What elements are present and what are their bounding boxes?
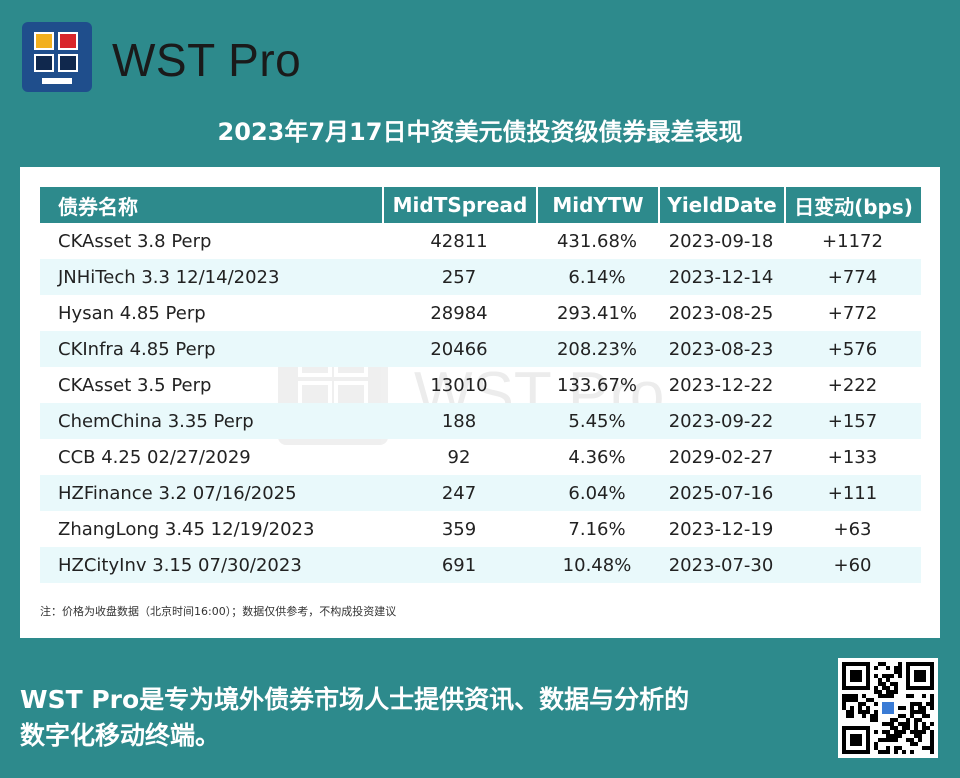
yielddate-cell: 2023-08-23 — [658, 331, 784, 367]
yielddate-cell: 2029-02-27 — [668, 446, 774, 468]
daily-change-cell: +63 — [833, 518, 872, 540]
midytw-cell: 4.36% — [568, 446, 626, 468]
bond-name-cell: HZFinance 3.2 07/16/2025 — [40, 475, 382, 511]
yielddate-cell: 2023-08-25 — [668, 302, 774, 324]
midtspread-cell: 13010 — [430, 374, 488, 396]
bond-name-cell: HZCityInv 3.15 07/30/2023 — [40, 547, 382, 583]
yielddate-cell: 2023-09-22 — [658, 403, 784, 439]
bond-name-cell: ZhangLong 3.45 12/19/2023 — [58, 518, 315, 540]
yielddate-cell: 2023-12-19 — [668, 518, 774, 540]
col-header-daily-change: 日变动(bps) — [784, 187, 921, 223]
table-header-row: 债券名称 MidTSpread MidYTW YieldDate 日变动(bps… — [40, 187, 921, 223]
daily-change-cell: +1172 — [822, 230, 883, 252]
bond-name-cell: Hysan 4.85 Perp — [58, 302, 206, 324]
qr-code-icon — [838, 658, 938, 758]
midtspread-cell: 188 — [382, 403, 536, 439]
col-header-yielddate: YieldDate — [658, 187, 784, 223]
daily-change-cell: +222 — [827, 374, 878, 396]
daily-change-cell: +111 — [784, 475, 921, 511]
midtspread-cell: 691 — [382, 547, 536, 583]
footnote: 注：价格为收盘数据（北京时间16:00）；数据仅供参考，不构成投资建议 — [40, 605, 397, 618]
brand-name: WST Pro — [112, 34, 302, 86]
midytw-cell: 5.45% — [536, 403, 658, 439]
midytw-cell: 293.41% — [556, 302, 638, 324]
bond-name-cell: CCB 4.25 02/27/2029 — [58, 446, 251, 468]
bond-name-cell: CKInfra 4.85 Perp — [40, 331, 382, 367]
midytw-cell: 7.16% — [568, 518, 626, 540]
table-row: CKAsset 3.8 Perp 42811 431.68% 2023-09-18 +1… — [40, 223, 921, 259]
table-row: ZhangLong 3.45 12/19/2023 359 7.16% 2023-12… — [40, 511, 921, 547]
yielddate-cell: 2023-12-22 — [668, 374, 774, 396]
table-row: CKAsset 3.5 Perp 13010 133.67% 2023-12-22 +2… — [40, 367, 921, 403]
bond-name-cell: JNHiTech 3.3 12/14/2023 — [40, 259, 382, 295]
midtspread-cell: 92 — [447, 446, 471, 468]
daily-change-cell: +133 — [827, 446, 878, 468]
daily-change-cell: +772 — [827, 302, 878, 324]
midtspread-cell: 257 — [382, 259, 536, 295]
midytw-cell: 6.04% — [536, 475, 658, 511]
midytw-cell: 6.14% — [536, 259, 658, 295]
yielddate-cell: 2023-12-14 — [658, 259, 784, 295]
midtspread-cell: 359 — [441, 518, 477, 540]
midytw-cell: 133.67% — [556, 374, 638, 396]
footer-line-1: WST Pro是专为境外债券市场人士提供资讯、数据与分析的 — [20, 685, 690, 714]
daily-change-cell: +576 — [784, 331, 921, 367]
col-header-midtspread: MidTSpread — [382, 187, 536, 223]
daily-change-cell: +774 — [784, 259, 921, 295]
daily-change-cell: +157 — [784, 403, 921, 439]
midytw-cell: 431.68% — [556, 230, 638, 252]
bond-name-cell: ChemChina 3.35 Perp — [40, 403, 382, 439]
col-header-midytw: MidYTW — [536, 187, 658, 223]
col-header-bond-name: 债券名称 — [40, 187, 382, 223]
table-row: JNHiTech 3.3 12/14/2023 257 6.14% 2023-12-1… — [40, 259, 921, 295]
yielddate-cell: 2023-09-18 — [668, 230, 774, 252]
midtspread-cell: 247 — [382, 475, 536, 511]
yielddate-cell: 2025-07-16 — [658, 475, 784, 511]
table-row: ChemChina 3.35 Perp 188 5.45% 2023-09-22 +15… — [40, 403, 921, 439]
table-row: Hysan 4.85 Perp 28984 293.41% 2023-08-25 +77… — [40, 295, 921, 331]
wst-logo-icon — [22, 22, 92, 92]
midytw-cell: 208.23% — [536, 331, 658, 367]
footer-line-2: 数字化移动终端。 — [20, 721, 221, 750]
midtspread-cell: 42811 — [430, 230, 488, 252]
daily-change-cell: +60 — [784, 547, 921, 583]
table-row: HZFinance 3.2 07/16/2025 247 6.04% 2025-07-… — [40, 475, 921, 511]
yielddate-cell: 2023-07-30 — [658, 547, 784, 583]
table-panel: WST Pro 债券名称 MidTSpread MidYTW YieldDate… — [20, 167, 940, 638]
bond-name-cell: CKAsset 3.5 Perp — [58, 374, 212, 396]
midtspread-cell: 28984 — [430, 302, 488, 324]
footer-tagline: WST Pro是专为境外债券市场人士提供资讯、数据与分析的 数字化移动终端。 — [20, 682, 780, 754]
table-row: CKInfra 4.85 Perp 20466 208.23% 2023-08-23 +… — [40, 331, 921, 367]
page-title: 2023年7月17日中资美元债投资级债券最差表现 — [217, 118, 743, 146]
bond-name-cell: CKAsset 3.8 Perp — [58, 230, 212, 252]
table-row: HZCityInv 3.15 07/30/2023 691 10.48% 2023-0… — [40, 547, 921, 583]
midytw-cell: 10.48% — [536, 547, 658, 583]
midtspread-cell: 20466 — [382, 331, 536, 367]
table-row: CCB 4.25 02/27/2029 92 4.36% 2029-02-27 +133 — [40, 439, 921, 475]
bond-table: 债券名称 MidTSpread MidYTW YieldDate 日变动(bps… — [40, 187, 921, 583]
